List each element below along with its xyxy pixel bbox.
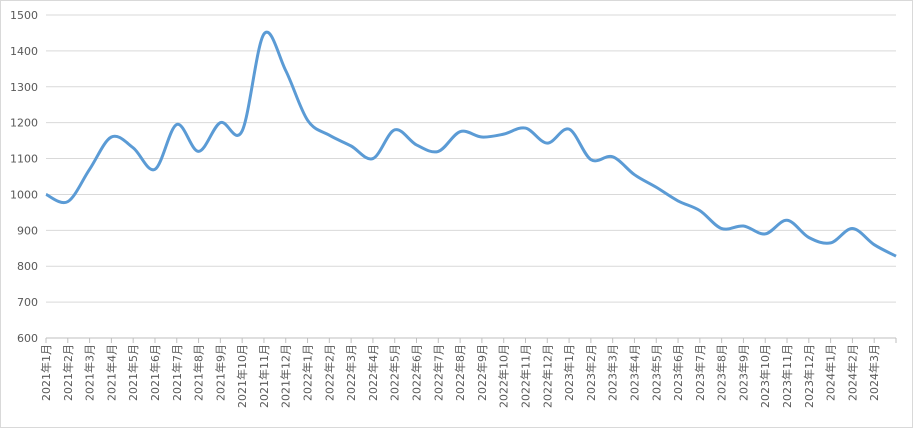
x-tick-label: 2023年3月	[606, 344, 620, 401]
x-tick-label: 2021年7月	[170, 344, 184, 401]
x-tick-label: 2021年10月	[235, 344, 249, 408]
y-tick-label: 1100	[10, 153, 38, 166]
y-tick-label: 700	[17, 296, 38, 309]
x-tick-label: 2023年5月	[649, 344, 663, 401]
x-tick-label: 2022年2月	[322, 344, 336, 401]
x-tick-label: 2023年1月	[562, 344, 576, 401]
x-tick-label: 2022年6月	[410, 344, 424, 401]
x-tick-label: 2023年10月	[758, 344, 772, 408]
x-tick-label: 2024年3月	[867, 344, 881, 401]
x-tick-label: 2022年4月	[366, 344, 380, 401]
x-tick-label: 2021年2月	[61, 344, 75, 401]
x-tick-label: 2023年12月	[802, 344, 816, 408]
x-tick-label: 2022年1月	[301, 344, 315, 401]
y-tick-label: 800	[17, 260, 38, 273]
x-tick-label: 2021年11月	[257, 344, 271, 408]
x-tick-label: 2022年5月	[388, 344, 402, 401]
x-tick-label: 2023年2月	[584, 344, 598, 401]
y-tick-label: 1000	[10, 188, 38, 201]
x-tick-label: 2023年11月	[780, 344, 794, 408]
y-tick-label: 1300	[10, 81, 38, 94]
x-tick-label: 2023年8月	[715, 344, 729, 401]
x-tick-label: 2023年4月	[627, 344, 641, 401]
y-tick-label: 600	[17, 332, 38, 345]
y-tick-label: 900	[17, 224, 38, 237]
x-tick-label: 2022年12月	[540, 344, 554, 408]
x-tick-label: 2023年6月	[671, 344, 685, 401]
x-tick-label: 2021年6月	[148, 344, 162, 401]
x-tick-label: 2022年3月	[344, 344, 358, 401]
y-tick-label: 1200	[10, 117, 38, 130]
data-line	[45, 30, 897, 258]
x-tick-label: 2021年8月	[192, 344, 206, 401]
x-tick-label: 2023年9月	[736, 344, 750, 401]
x-tick-label: 2021年12月	[279, 344, 293, 408]
x-tick-label: 2021年5月	[126, 344, 140, 401]
x-tick-label: 2021年1月	[39, 344, 53, 401]
x-tick-label: 2022年11月	[518, 344, 532, 408]
x-tick-label: 2023年7月	[693, 344, 707, 401]
x-tick-label: 2022年8月	[453, 344, 467, 401]
x-tick-label: 2024年2月	[845, 344, 859, 401]
x-tick-label: 2021年3月	[83, 344, 97, 401]
x-tick-label: 2021年4月	[104, 344, 118, 401]
y-tick-label: 1500	[10, 9, 38, 22]
x-tick-label: 2024年1月	[824, 344, 838, 401]
x-tick-label: 2022年10月	[497, 344, 511, 408]
x-tick-label: 2021年9月	[213, 344, 227, 401]
x-tick-label: 2022年9月	[475, 344, 489, 401]
y-tick-label: 1400	[10, 45, 38, 58]
x-tick-label: 2022年7月	[431, 344, 445, 401]
